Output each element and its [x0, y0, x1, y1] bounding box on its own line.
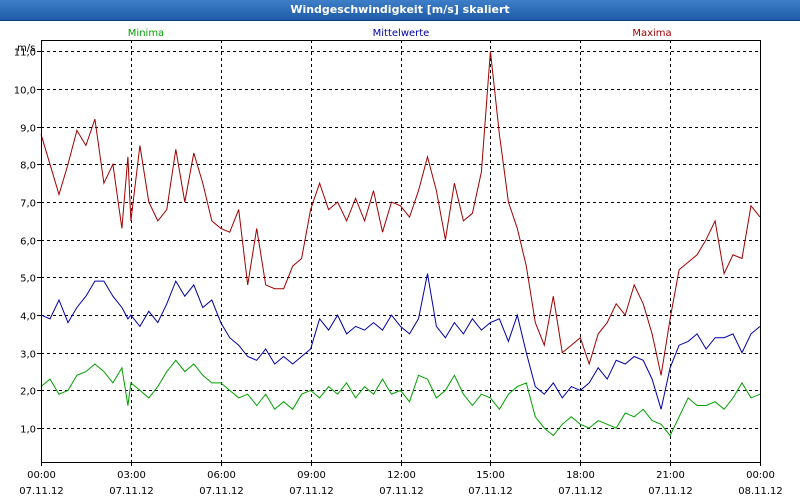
x-tick-time-label: 06:00: [207, 470, 236, 481]
x-tick-time-label: 03:00: [117, 470, 146, 481]
x-tick-date-label: 07.11.12: [558, 486, 603, 497]
y-tick-label: 3,0: [20, 350, 36, 361]
legend-maxima: Maxima: [632, 28, 671, 39]
x-tick-time-label: 18:00: [566, 470, 595, 481]
y-tick-label: 5,0: [20, 274, 36, 285]
y-tick-label: 7,0: [20, 199, 36, 210]
x-tick-time-label: 12:00: [387, 470, 416, 481]
x-tick-time-label: 00:00: [27, 470, 56, 481]
x-tick-date-label: 07.11.12: [648, 486, 693, 497]
x-tick-date-label: 07.11.12: [379, 486, 424, 497]
series-line-minima: [40, 359, 761, 437]
y-tick-label: 1,0: [20, 425, 36, 436]
window-titlebar: Windgeschwindigkeit [m/s] skaliert: [0, 0, 800, 21]
x-tick-time-label: 09:00: [297, 470, 326, 481]
wind-speed-chart: 1,0 2,0 3,0 4,0 5,0 6,0 7,0 8,0 9,0 10,0 11,0 00:0…: [14, 28, 783, 497]
x-tick-date-label: 07.11.12: [289, 486, 334, 497]
series-line-mittelwerte: [40, 273, 761, 410]
x-tick-time-label: 15:00: [476, 470, 505, 481]
y-tick-label: 4,0: [20, 312, 36, 323]
x-tick-time-label: 00:00: [746, 470, 775, 481]
x-tick-date-label: 07.11.12: [468, 486, 513, 497]
x-tick-time-label: 21:00: [656, 470, 685, 481]
x-tick-date-label: 07.11.12: [109, 486, 154, 497]
grid-lines: [41, 40, 760, 462]
series-layer: [40, 51, 761, 437]
window-title: Windgeschwindigkeit [m/s] skaliert: [290, 3, 510, 16]
x-tick-date-label: 07.11.12: [199, 486, 244, 497]
x-tick-date-label: 07.11.12: [19, 486, 64, 497]
y-tick-label: 11,0: [14, 48, 36, 59]
x-axis: 00:00 07.11.12 03:00 07.11.12 06:00 07.11.12 0…: [19, 462, 783, 497]
y-axis-unit-label: m/s: [17, 43, 35, 54]
y-tick-label: 9,0: [20, 124, 36, 135]
y-tick-label: 8,0: [20, 161, 36, 172]
y-tick-label: 10,0: [14, 86, 36, 97]
y-tick-label: 6,0: [20, 237, 36, 248]
legend-minima: Minima: [128, 28, 164, 39]
series-line-maxima: [40, 51, 761, 376]
chart-panel: 1,0 2,0 3,0 4,0 5,0 6,0 7,0 8,0 9,0 10,0 11,0 00:0…: [0, 21, 800, 501]
x-tick-date-label: 08.11.12: [738, 486, 783, 497]
y-tick-label: 2,0: [20, 387, 36, 398]
legend-mittelwerte: Mittelwerte: [373, 28, 430, 39]
y-axis: 1,0 2,0 3,0 4,0 5,0 6,0 7,0 8,0 9,0 10,0 11,0: [14, 48, 41, 436]
